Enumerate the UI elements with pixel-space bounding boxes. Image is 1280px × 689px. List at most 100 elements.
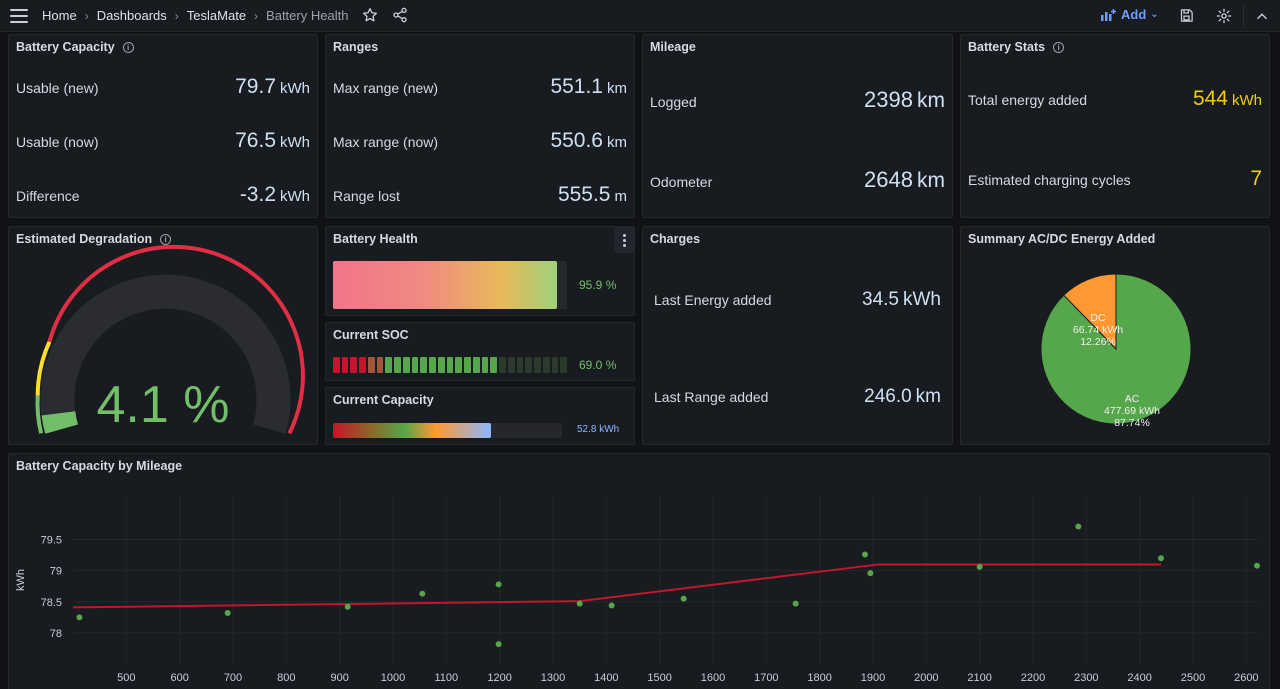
x-tick-label: 1800	[807, 672, 831, 684]
soc-segment	[367, 357, 375, 373]
soc-segment	[402, 357, 410, 373]
stat-value: 550.6 km	[550, 129, 627, 152]
soc-segment	[507, 357, 515, 373]
panel-title: Charges	[650, 232, 701, 246]
stat-odometer: Odometer 2648 km	[650, 167, 945, 193]
soc-segment	[350, 357, 358, 373]
charges-panel: Charges Last Energy added 34.5 kWh Last R…	[642, 226, 953, 445]
current-soc-panel: Current SOC 69.0 %	[325, 322, 635, 381]
stat-label: Max range (new)	[333, 80, 439, 96]
stat-value: 34.5 kWh	[862, 289, 941, 310]
stat-value: -3.2 kWh	[239, 183, 310, 206]
x-tick-label: 1400	[594, 672, 618, 684]
breadcrumb-home[interactable]: Home	[42, 8, 77, 23]
data-point[interactable]	[976, 563, 983, 570]
info-icon[interactable]: i	[1053, 41, 1065, 53]
save-icon[interactable]	[1179, 8, 1194, 23]
x-tick-label: 1100	[435, 672, 459, 684]
soc-segment	[359, 357, 366, 373]
data-point[interactable]	[862, 551, 868, 558]
soc-segment	[376, 357, 384, 373]
x-tick-label: 2600	[1234, 672, 1258, 684]
stat-usable-new: Usable (new) 79.7 kWh	[16, 75, 310, 99]
summary-acdc-panel: Summary AC/DC Energy Added DC 66.74 kWh 12…	[960, 226, 1270, 445]
soc-segment	[429, 357, 436, 373]
y-tick-label: 79.5	[41, 535, 62, 547]
pie-label-dc: 12.26%	[1080, 336, 1116, 348]
data-point[interactable]	[344, 603, 351, 610]
gear-icon[interactable]	[1216, 8, 1232, 24]
breadcrumb: Home › Dashboards › TeslaMate › Battery …	[42, 8, 348, 23]
data-point[interactable]	[224, 609, 231, 616]
info-icon[interactable]: i	[122, 41, 134, 53]
battery-stats-panel: Battery Stats i Total energy added 544 kWh…	[960, 34, 1270, 218]
chevron-right-icon: ›	[174, 8, 179, 23]
stat-logged: Logged 2398 km	[650, 87, 945, 113]
soc-segment	[481, 357, 489, 373]
data-point[interactable]	[419, 590, 426, 597]
panel-title: Estimated Degradation i	[16, 232, 172, 246]
x-tick-label: 1600	[701, 672, 725, 684]
x-tick-label: 600	[170, 672, 188, 684]
x-tick-label: 1900	[861, 672, 885, 684]
gauge-fill	[41, 410, 79, 434]
soc-segment	[490, 357, 498, 373]
stat-max-range-now: Max range (now) 550.6 km	[333, 129, 627, 153]
pie-slice-dc[interactable]	[1063, 273, 1117, 351]
battery-capacity-panel: Battery Capacity i Usable (new) 79.7 kWh U…	[8, 34, 318, 218]
stat-value: 2648 km	[864, 167, 945, 192]
data-point[interactable]	[1075, 523, 1082, 530]
capacity-mileage-panel: Battery Capacity by Mileage 500 600 700 800…	[8, 453, 1270, 689]
data-point[interactable]	[792, 600, 799, 607]
star-icon[interactable]	[362, 7, 378, 23]
share-icon[interactable]	[392, 7, 408, 23]
y-axis-label: kWh	[15, 569, 27, 591]
stat-last-range: Last Range added 246.0 km	[654, 386, 941, 408]
toolbar-divider	[1243, 6, 1244, 26]
data-point[interactable]	[576, 600, 583, 607]
x-tick-label: 2100	[967, 672, 991, 684]
soc-segment	[542, 357, 550, 373]
menu-icon[interactable]	[10, 9, 28, 23]
add-button[interactable]: Add ⌄	[1100, 7, 1159, 22]
soc-segment	[394, 357, 401, 373]
data-point[interactable]	[680, 595, 687, 602]
panel-title: Battery Stats i	[968, 40, 1065, 54]
data-point[interactable]	[867, 570, 874, 577]
data-point[interactable]	[495, 641, 502, 648]
panel-title: Current Capacity	[333, 393, 434, 407]
soc-segment	[499, 357, 506, 373]
soc-segment	[455, 357, 463, 373]
x-tick-label: 1300	[541, 672, 565, 684]
soc-segments	[333, 357, 567, 373]
data-point[interactable]	[1254, 562, 1260, 569]
x-tick-label: 1700	[754, 672, 778, 684]
chevron-up-icon[interactable]	[1255, 9, 1269, 23]
x-tick-label: 2400	[1127, 672, 1151, 684]
stat-value: 79.7 kWh	[235, 75, 310, 98]
add-panel-icon	[1101, 8, 1116, 21]
x-tick-label: 1200	[487, 672, 511, 684]
soc-segment	[385, 357, 393, 373]
data-point[interactable]	[495, 581, 502, 588]
panel-menu-icon[interactable]	[614, 227, 634, 253]
pie-label-ac: 477.69 kWh	[1104, 405, 1160, 417]
stat-value: 555.5 m	[557, 183, 627, 206]
soc-segment	[472, 357, 480, 373]
stat-label: Usable (new)	[16, 80, 99, 96]
breadcrumb-folder[interactable]: TeslaMate	[186, 8, 247, 23]
data-point[interactable]	[608, 602, 615, 609]
x-tick-label: 500	[117, 672, 135, 684]
chevron-down-icon: ⌄	[1150, 9, 1159, 20]
soc-segment	[551, 357, 559, 373]
data-point[interactable]	[1158, 555, 1164, 562]
y-tick-label: 78	[50, 628, 62, 640]
info-icon[interactable]: i	[160, 233, 172, 245]
data-point[interactable]	[76, 614, 83, 621]
stat-last-energy: Last Energy added 34.5 kWh	[654, 289, 941, 311]
breadcrumb-dashboards[interactable]: Dashboards	[96, 8, 167, 23]
soc-segment	[516, 357, 524, 373]
gauge-threshold-yellow	[35, 340, 52, 396]
soc-segment	[560, 357, 567, 373]
